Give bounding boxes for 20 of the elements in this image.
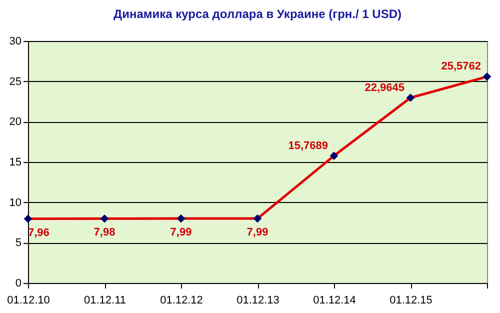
text: 15,7689 bbox=[288, 140, 328, 152]
text: 7,99 bbox=[170, 226, 192, 239]
text: 25,5762 bbox=[441, 60, 481, 73]
y-tick-label: 10 bbox=[9, 196, 22, 209]
y-tick-label: 15 bbox=[9, 156, 22, 168]
y-tick-label: 0 bbox=[15, 278, 22, 290]
text: 7,99 bbox=[246, 226, 268, 239]
text: 7,98 bbox=[94, 226, 116, 239]
y-tick-label: 25 bbox=[9, 76, 22, 88]
x-tick-label: 01.12.12 bbox=[160, 294, 203, 306]
x-tick-label: 01.12.15 bbox=[390, 294, 432, 306]
x-tick-label: 01.12.14 bbox=[313, 294, 356, 306]
x-tick-label: 01.12.10 bbox=[7, 294, 50, 306]
x-tick-label: 01.12.13 bbox=[236, 294, 280, 306]
text: 22,9645 bbox=[364, 82, 404, 94]
x-tick-label: 01.12.11 bbox=[84, 294, 126, 306]
y-tick-label: 30 bbox=[9, 36, 22, 48]
y-tick-label: 20 bbox=[9, 116, 22, 128]
chart-title: Динамика курса доллара в Украине (грн./ 1 USD) bbox=[114, 7, 402, 21]
y-tick-label: 5 bbox=[15, 237, 22, 250]
